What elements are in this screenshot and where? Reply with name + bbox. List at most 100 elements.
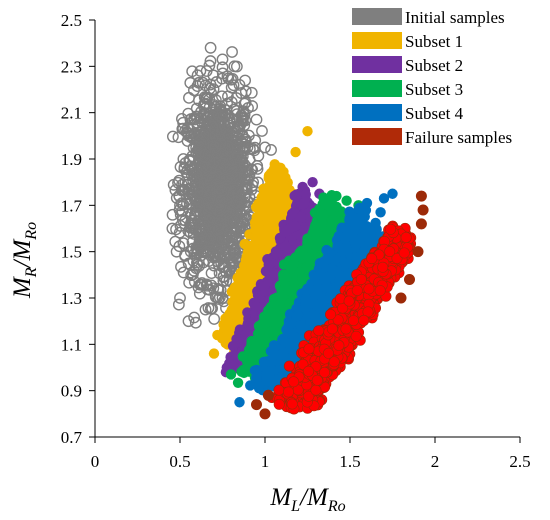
data-point: [258, 281, 270, 292]
data-point: [226, 46, 238, 58]
data-point: [260, 317, 272, 328]
data-point: [302, 126, 313, 137]
data-point: [214, 163, 227, 176]
data-point: [192, 148, 205, 161]
data-point: [232, 377, 244, 388]
data-point: [217, 271, 230, 284]
data-point: [220, 322, 231, 333]
data-point: [230, 296, 241, 308]
data-point: [290, 146, 301, 158]
series-1: [166, 41, 277, 329]
data-point: [307, 176, 318, 188]
data-point: [199, 97, 212, 110]
data-point: [243, 290, 255, 301]
data-point: [167, 178, 180, 191]
data-point: [186, 65, 199, 78]
data-point: [174, 208, 187, 221]
data-point: [170, 192, 183, 204]
data-point: [256, 192, 268, 203]
data-point: [258, 356, 270, 368]
data-point: [231, 316, 243, 327]
data-point: [300, 189, 311, 200]
data-point: [212, 329, 223, 341]
data-point: [285, 285, 296, 296]
data-point: [190, 262, 202, 275]
data-point: [219, 108, 232, 121]
data-point: [220, 173, 233, 186]
data-point: [208, 313, 221, 325]
data-point: [216, 292, 229, 304]
data-point: [222, 140, 235, 153]
data-point: [265, 144, 277, 156]
data-point: [197, 256, 210, 269]
data-point: [201, 92, 213, 105]
data-point: [241, 264, 252, 275]
data-point: [259, 141, 271, 154]
data-point: [199, 303, 212, 316]
data-point: [251, 162, 264, 175]
data-point: [208, 171, 221, 184]
data-point: [265, 326, 277, 338]
data-point: [240, 136, 252, 148]
data-point: [237, 351, 249, 362]
data-point: [236, 150, 249, 163]
data-point: [287, 208, 298, 220]
data-point: [222, 311, 233, 323]
data-point: [177, 153, 190, 165]
data-point: [323, 253, 334, 264]
data-point: [316, 216, 328, 228]
data-point: [249, 343, 260, 355]
data-point: [244, 320, 255, 331]
data-point: [274, 299, 285, 310]
data-point: [214, 201, 227, 213]
data-point: [292, 230, 303, 242]
data-point: [273, 202, 285, 213]
data-point: [213, 267, 226, 280]
data-point: [341, 195, 352, 206]
data-point: [226, 259, 239, 272]
data-point: [189, 210, 201, 223]
data-point: [291, 189, 302, 200]
data-point: [182, 129, 195, 142]
data-point: [305, 256, 316, 268]
data-point: [204, 55, 217, 67]
data-point: [225, 96, 238, 108]
data-point: [181, 135, 194, 147]
data-point: [259, 201, 270, 213]
data-point: [216, 61, 229, 74]
data-point: [191, 244, 204, 257]
data-point: [277, 348, 288, 359]
data-point: [210, 76, 223, 88]
data-point: [295, 320, 307, 331]
data-point: [205, 267, 218, 279]
data-point: [319, 230, 330, 242]
data-point: [194, 65, 207, 77]
data-point: [227, 238, 240, 250]
data-point: [212, 109, 225, 122]
data-point: [352, 218, 363, 230]
data-point: [245, 380, 256, 391]
data-point: [172, 298, 185, 311]
data-point: [256, 125, 268, 137]
data-point: [236, 128, 249, 141]
data-point: [192, 76, 205, 89]
data-point: [202, 196, 215, 209]
data-point: [188, 118, 200, 131]
data-point: [203, 59, 216, 72]
data-point: [206, 221, 219, 234]
data-point: [282, 243, 293, 254]
data-point: [200, 161, 213, 174]
data-point: [187, 174, 199, 186]
data-point: [249, 134, 262, 147]
data-point: [225, 204, 238, 217]
data-point: [166, 208, 179, 221]
data-point: [207, 69, 220, 82]
data-point: [198, 110, 210, 122]
data-point: [277, 181, 289, 192]
data-point: [314, 257, 326, 269]
data-point: [340, 258, 352, 269]
data-point: [263, 305, 274, 316]
data-point: [213, 182, 226, 195]
data-point: [216, 90, 228, 103]
data-point: [182, 107, 195, 120]
